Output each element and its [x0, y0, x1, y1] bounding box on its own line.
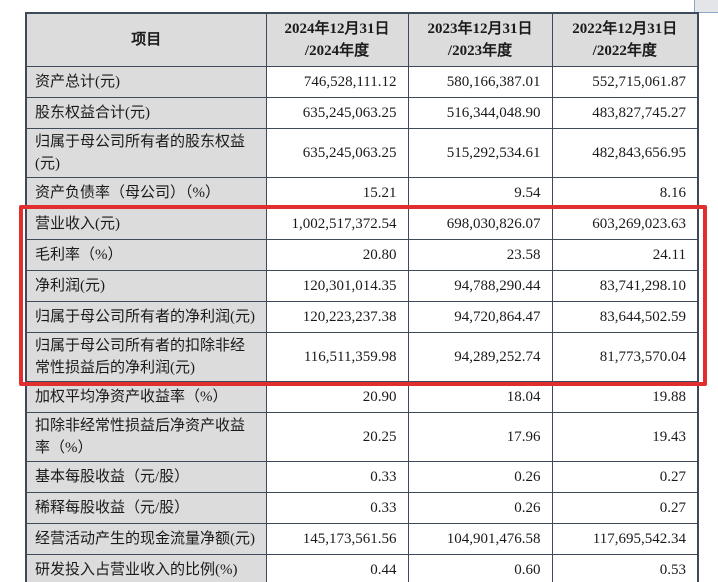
row-value: 94,289,252.74 — [407, 332, 553, 382]
table-row: 加权平均净资产收益率（%） 20.90 18.04 19.88 — [25, 381, 699, 413]
row-value: 483,827,745.27 — [551, 97, 699, 129]
table-row: 净利润(元) 120,301,014.35 94,788,290.44 83,7… — [25, 270, 699, 302]
row-label: 营业收入(元) — [25, 208, 267, 240]
row-label: 净利润(元) — [25, 270, 267, 302]
row-value: 94,720,864.47 — [407, 301, 553, 333]
row-value: 603,269,023.63 — [551, 208, 699, 240]
row-value: 145,173,561.56 — [265, 523, 409, 555]
row-value: 19.43 — [551, 412, 699, 462]
row-label: 研发投入占营业收入的比例(%) — [25, 554, 267, 582]
row-label: 股东权益合计(元) — [25, 97, 267, 129]
row-value: 0.27 — [551, 492, 699, 524]
row-value: 635,245,063.25 — [265, 128, 409, 178]
row-value: 580,166,387.01 — [407, 66, 553, 98]
row-value: 17.96 — [407, 412, 553, 462]
table-row: 研发投入占营业收入的比例(%) 0.44 0.60 0.53 — [25, 554, 699, 582]
row-value: 94,788,290.44 — [407, 270, 553, 302]
row-value: 23.58 — [407, 239, 553, 271]
financial-summary-table: 项目 2024年12月31日 /2024年度 2023年12月31日 /2023… — [25, 12, 699, 582]
row-value: 83,741,298.10 — [551, 270, 699, 302]
row-label: 加权平均净资产收益率（%） — [25, 381, 267, 413]
row-label: 扣除非经常性损益后净资产收益率（%） — [25, 412, 267, 462]
row-value: 18.04 — [407, 381, 553, 413]
row-value: 0.53 — [551, 554, 699, 582]
row-value: 104,901,476.58 — [407, 523, 553, 555]
row-label: 归属于母公司所有者的净利润(元) — [25, 301, 267, 333]
row-label: 经营活动产生的现金流量净额(元) — [25, 523, 267, 555]
table-row: 扣除非经常性损益后净资产收益率（%） 20.25 17.96 19.43 — [25, 412, 699, 462]
row-value: 120,223,237.38 — [265, 301, 409, 333]
row-label: 毛利率（%） — [25, 239, 267, 271]
row-value: 15.21 — [265, 177, 409, 209]
table-row: 归属于母公司所有者的扣除非经常性损益后的净利润(元) 116,511,359.9… — [25, 332, 699, 382]
row-label: 资产负债率（母公司）（%） — [25, 177, 267, 209]
row-label: 资产总计(元) — [25, 66, 267, 98]
row-value: 698,030,826.07 — [407, 208, 553, 240]
row-value: 0.33 — [265, 461, 409, 493]
row-value: 116,511,359.98 — [265, 332, 409, 382]
row-label: 归属于母公司所有者的扣除非经常性损益后的净利润(元) — [25, 332, 267, 382]
row-value: 20.90 — [265, 381, 409, 413]
row-value: 516,344,048.90 — [407, 97, 553, 129]
table-row: 股东权益合计(元) 635,245,063.25 516,344,048.90 … — [25, 97, 699, 129]
table-row: 经营活动产生的现金流量净额(元) 145,173,561.56 104,901,… — [25, 523, 699, 555]
row-value: 482,843,656.95 — [551, 128, 699, 178]
row-value: 1,002,517,372.54 — [265, 208, 409, 240]
row-value: 0.60 — [407, 554, 553, 582]
table-row: 资产总计(元) 746,528,111.12 580,166,387.01 55… — [25, 66, 699, 98]
row-value: 0.26 — [407, 492, 553, 524]
table-row: 稀释每股收益（元/股） 0.33 0.26 0.27 — [25, 492, 699, 524]
table-row: 归属于母公司所有者的净利润(元) 120,223,237.38 94,720,8… — [25, 301, 699, 333]
table-header-row: 项目 2024年12月31日 /2024年度 2023年12月31日 /2023… — [25, 12, 699, 67]
row-label: 基本每股收益（元/股） — [25, 461, 267, 493]
table-row: 归属于母公司所有者的股东权益(元) 635,245,063.25 515,292… — [25, 128, 699, 178]
row-value: 8.16 — [551, 177, 699, 209]
column-header-item: 项目 — [25, 12, 267, 67]
row-value: 0.33 — [265, 492, 409, 524]
row-value: 635,245,063.25 — [265, 97, 409, 129]
column-header-period-2024: 2024年12月31日 /2024年度 — [265, 12, 409, 67]
row-label: 稀释每股收益（元/股） — [25, 492, 267, 524]
row-value: 20.25 — [265, 412, 409, 462]
row-value: 24.11 — [551, 239, 699, 271]
row-value: 120,301,014.35 — [265, 270, 409, 302]
column-header-period-2023: 2023年12月31日 /2023年度 — [407, 12, 553, 67]
row-value: 0.26 — [407, 461, 553, 493]
column-header-period-2022: 2022年12月31日 /2022年度 — [551, 12, 699, 67]
row-value: 515,292,534.61 — [407, 128, 553, 178]
table-row: 基本每股收益（元/股） 0.33 0.26 0.27 — [25, 461, 699, 493]
table-row: 营业收入(元) 1,002,517,372.54 698,030,826.07 … — [25, 208, 699, 240]
row-value: 552,715,061.87 — [551, 66, 699, 98]
cropped-window-fragment — [694, 0, 718, 13]
row-label: 归属于母公司所有者的股东权益(元) — [25, 128, 267, 178]
table-row: 毛利率（%） 20.80 23.58 24.11 — [25, 239, 699, 271]
row-value: 746,528,111.12 — [265, 66, 409, 98]
table-row: 资产负债率（母公司）（%） 15.21 9.54 8.16 — [25, 177, 699, 209]
row-value: 0.27 — [551, 461, 699, 493]
row-value: 0.44 — [265, 554, 409, 582]
row-value: 19.88 — [551, 381, 699, 413]
row-value: 117,695,542.34 — [551, 523, 699, 555]
row-value: 81,773,570.04 — [551, 332, 699, 382]
row-value: 20.80 — [265, 239, 409, 271]
row-value: 83,644,502.59 — [551, 301, 699, 333]
row-value: 9.54 — [407, 177, 553, 209]
